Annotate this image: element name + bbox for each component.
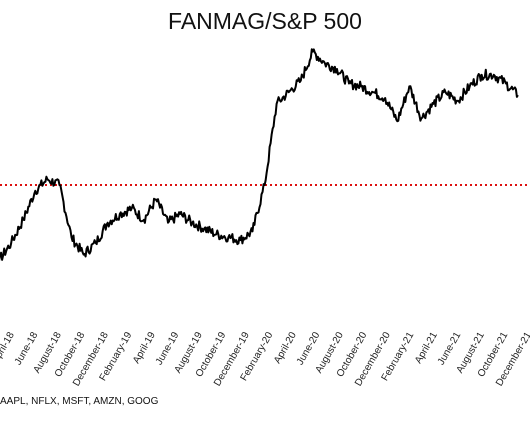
chart-title: FANMAG/S&P 500 xyxy=(168,8,362,34)
footnote-tickers: AAPL, NFLX, MSFT, AMZN, GOOG xyxy=(0,396,159,407)
series-layer xyxy=(0,48,519,261)
x-tick-layer: April-18June-18August-18October-18Decemb… xyxy=(0,330,530,388)
series-line-0 xyxy=(0,48,519,261)
